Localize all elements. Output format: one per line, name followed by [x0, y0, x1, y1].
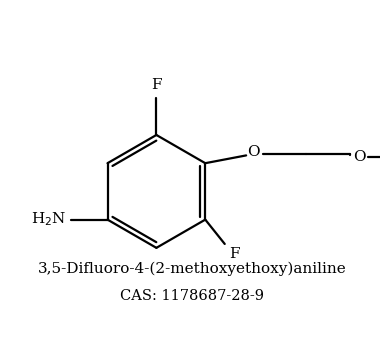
- Text: CAS: 1178687-28-9: CAS: 1178687-28-9: [121, 289, 264, 304]
- Text: O: O: [353, 150, 365, 164]
- Text: H$_2$N: H$_2$N: [31, 210, 67, 227]
- Text: O: O: [248, 146, 260, 159]
- Text: F: F: [151, 78, 162, 92]
- Text: 3,5-Difluoro-4-(2-methoxyethoxy)aniline: 3,5-Difluoro-4-(2-methoxyethoxy)aniline: [38, 262, 347, 276]
- Text: F: F: [229, 247, 240, 261]
